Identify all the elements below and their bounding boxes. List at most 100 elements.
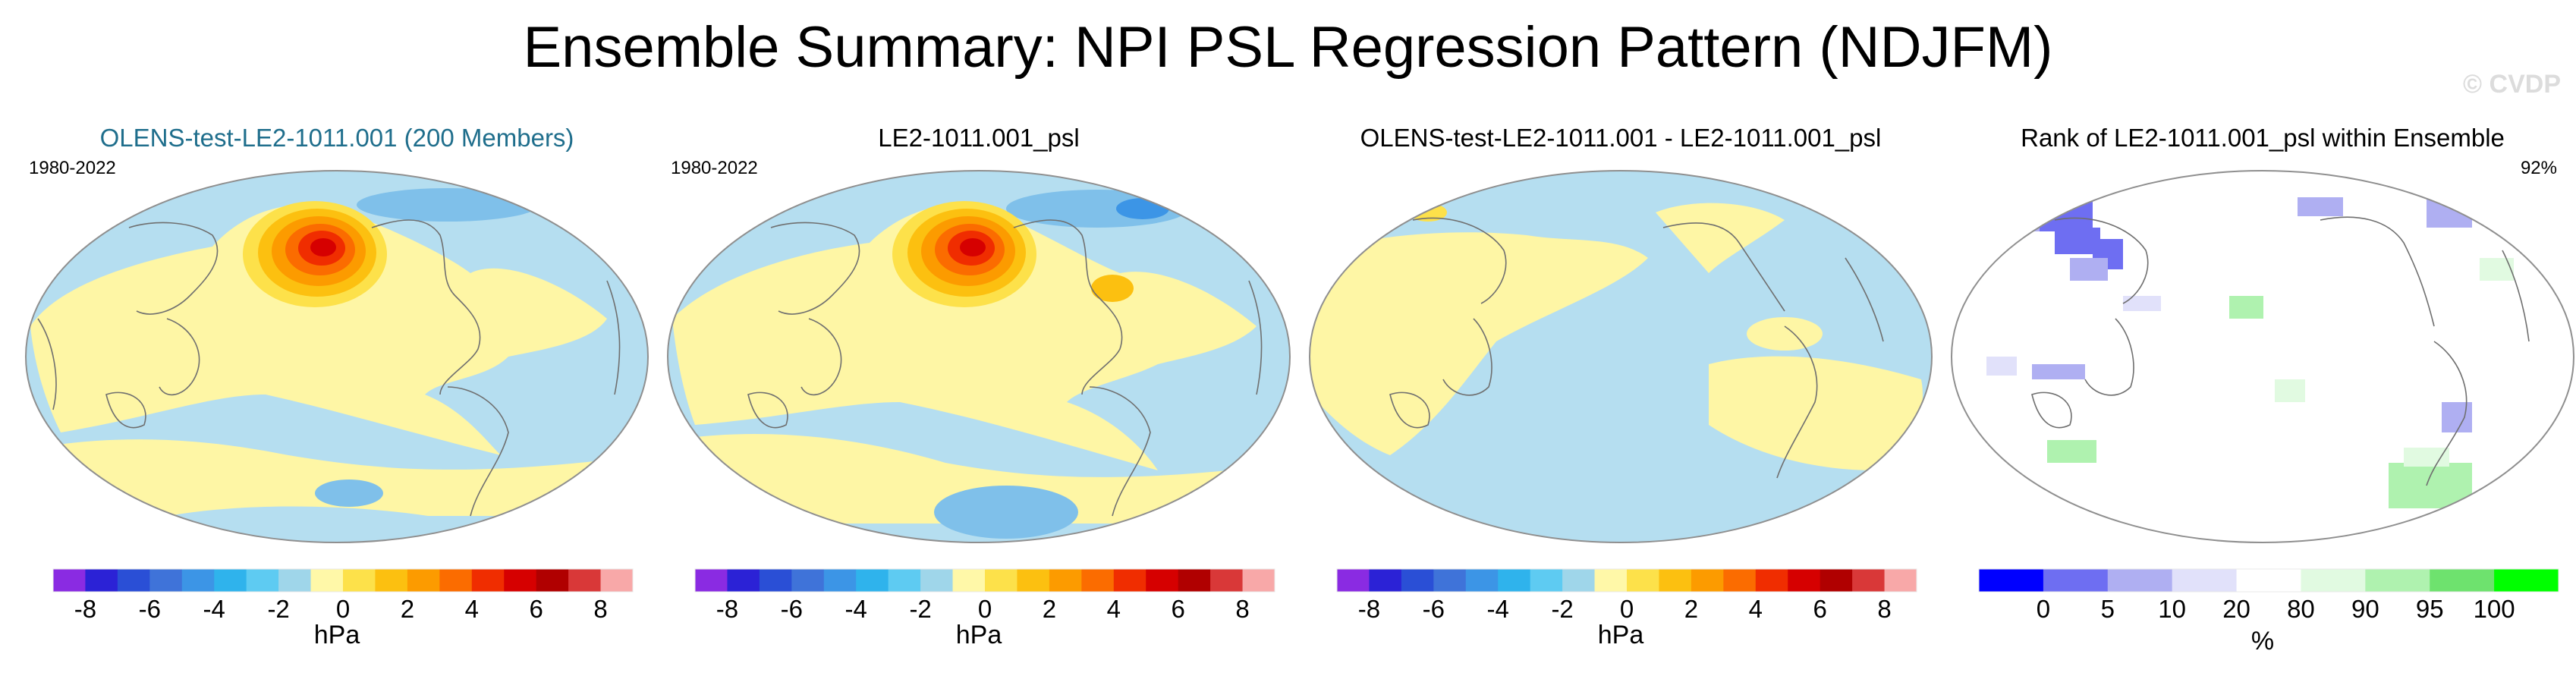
colorbar-swatch <box>1562 569 1596 592</box>
colorbar-tick-label: 10 <box>2158 595 2186 621</box>
colorbar-swatch <box>1627 569 1659 592</box>
colorbar-swatch <box>2430 569 2495 592</box>
colorbar-tick-label: -6 <box>139 595 161 621</box>
colorbar-swatch <box>1498 569 1531 592</box>
colorbar-swatch <box>985 569 1018 592</box>
panel-rank: Rank of LE2-1011.001_psl within Ensemble… <box>1941 114 2576 676</box>
colorbar-swatch <box>759 569 792 592</box>
positive-anomaly-region <box>672 205 1257 470</box>
panel-title: OLENS-test-LE2-1011.001 - LE2-1011.001_p… <box>1360 124 1882 152</box>
colorbar-tick-label: -4 <box>1487 595 1509 621</box>
regression-map <box>25 170 649 543</box>
low-pressure-center-north-pacific <box>243 201 387 307</box>
colorbar-tick-label: 8 <box>1877 595 1891 621</box>
positive-anomaly-east <box>1656 203 1785 273</box>
positive-anomaly-south <box>1709 356 1923 470</box>
colorbar-tick-label: 8 <box>1235 595 1249 621</box>
colorbar-tick-label: -6 <box>781 595 803 621</box>
colorbar-tick-label: 0 <box>2037 595 2050 621</box>
colorbar-tick-label: 100 <box>2474 595 2515 621</box>
colorbar-border <box>52 568 634 593</box>
cvdp-watermark: © CVDP <box>2463 70 2561 99</box>
colorbar-tick-label: 2 <box>1684 595 1698 621</box>
colorbar-swatch <box>600 569 634 592</box>
colorbar-swatch <box>117 569 150 592</box>
period-label: 1980-2022 <box>29 158 116 178</box>
colorbar-swatch <box>1146 569 1179 592</box>
colorbar-swatch <box>2494 569 2559 592</box>
colorbar-swatch <box>407 569 440 592</box>
rank-map <box>1951 170 2574 543</box>
negative-anomaly-arctic <box>357 188 539 222</box>
colorbar-swatch <box>2172 569 2238 592</box>
colorbar-tick-label: 6 <box>529 595 543 621</box>
colorbar-swatch <box>1979 569 2044 592</box>
colorbar-swatch <box>1433 569 1467 592</box>
colorbar-swatch <box>2107 569 2173 592</box>
strong-negative-arctic <box>1116 198 1169 219</box>
panel-ensemble-mean: OLENS-test-LE2-1011.001 (200 Members) 19… <box>15 114 659 676</box>
colorbar-border <box>1336 568 1917 593</box>
negative-anomaly-south-pacific <box>315 479 383 507</box>
colorbar-swatch <box>695 569 728 592</box>
low-pressure-center-north-pacific <box>892 201 1036 307</box>
hpa-colorbar: -8 -6 -4 -2 0 2 4 6 8 <box>52 568 634 621</box>
colorbar-swatch <box>1723 569 1757 592</box>
colorbar-tick-label: 5 <box>2101 595 2115 621</box>
colorbar-swatch <box>568 569 602 592</box>
colorbar-tick-label: 95 <box>2416 595 2444 621</box>
colorbar-swatch <box>1691 569 1724 592</box>
hpa-colorbar: -8 -6 -4 -2 0 2 4 6 8 <box>694 568 1275 621</box>
rank-percent-label: 92% <box>2520 158 2557 178</box>
colorbar-tick-label: -8 <box>1358 595 1380 621</box>
positive-anomaly-region <box>30 205 607 455</box>
colorbar-swatch <box>343 569 376 592</box>
colorbar-swatch <box>1755 569 1788 592</box>
colorbar-border <box>694 568 1275 593</box>
colorbar-unit-label: % <box>2250 627 2275 656</box>
panel-title: Rank of LE2-1011.001_psl within Ensemble <box>2021 124 2505 152</box>
colorbar-swatch <box>85 569 118 592</box>
regression-map <box>667 170 1291 543</box>
colorbar-swatch <box>1530 569 1563 592</box>
difference-map <box>1309 170 1933 543</box>
colorbar-tick-label: 90 <box>2351 595 2379 621</box>
colorbar-tick-label: 0 <box>1620 595 1634 621</box>
colorbar-swatch <box>823 569 857 592</box>
panel-title: OLENS-test-LE2-1011.001 (200 Members) <box>99 124 574 152</box>
colorbar-swatch <box>791 569 825 592</box>
colorbar-unit-label: hPa <box>955 621 1002 649</box>
negative-anomaly-southern <box>137 506 470 542</box>
colorbar-swatch <box>2301 569 2366 592</box>
colorbar-swatch <box>53 569 86 592</box>
colorbar-tick-label: 6 <box>1171 595 1184 621</box>
colorbar-swatch <box>1178 569 1211 592</box>
colorbar-swatch <box>375 569 408 592</box>
colorbar-unit-label: hPa <box>313 621 360 649</box>
coastlines <box>1389 217 1884 479</box>
colorbar-tick-label: 2 <box>401 595 414 621</box>
colorbar-swatch <box>952 569 986 592</box>
colorbar-swatch <box>727 569 760 592</box>
positive-anomaly-east-pacific <box>1747 317 1823 351</box>
colorbar-swatch <box>504 569 537 592</box>
colorbar-swatch <box>1884 569 1917 592</box>
colorbar-swatch <box>2043 569 2109 592</box>
coastlines <box>37 219 621 517</box>
colorbar-swatch <box>1369 569 1402 592</box>
colorbar-swatch <box>1017 569 1050 592</box>
colorbar-tick-label: 80 <box>2287 595 2315 621</box>
colorbar-swatch <box>1659 569 1692 592</box>
colorbar-tick-label: 2 <box>1043 595 1056 621</box>
colorbar-tick-label: 0 <box>978 595 992 621</box>
colorbar-tick-label: 0 <box>336 595 350 621</box>
slight-positive-arctic <box>1810 191 1835 203</box>
colorbar-tick-label: 4 <box>1107 595 1121 621</box>
colorbar-tick-label: -8 <box>716 595 738 621</box>
colorbar-swatch <box>1820 569 1853 592</box>
colorbar-swatch <box>536 569 569 592</box>
colorbar-swatch <box>2365 569 2430 592</box>
colorbar-swatch <box>1401 569 1434 592</box>
colorbar-tick-label: -2 <box>1551 595 1573 621</box>
colorbar-swatch <box>856 569 889 592</box>
